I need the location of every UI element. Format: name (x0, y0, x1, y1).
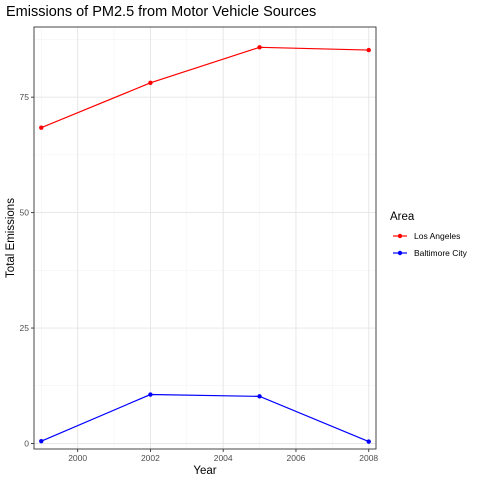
series-lines (41, 46, 369, 443)
legend-key-point (397, 250, 403, 256)
data-point (257, 45, 262, 50)
grid (34, 27, 376, 449)
data-point (366, 47, 371, 53)
y-tick-label: 25 (20, 323, 30, 333)
y-tick-label: 75 (20, 92, 30, 102)
series-line-1 (41, 393, 369, 443)
data-point (148, 80, 153, 86)
series-line-0 (41, 46, 369, 129)
data-point (257, 394, 262, 399)
x-tick-label: 2008 (359, 453, 378, 463)
data-point (39, 125, 44, 130)
legend-label: Baltimore City (414, 248, 468, 258)
chart-title: Emissions of PM2.5 from Motor Vehicle So… (6, 4, 316, 20)
legend: Area Los Angeles Baltimore City (390, 211, 468, 258)
x-tick-label: 2006 (286, 453, 305, 463)
axes: 2000 2002 2004 2006 2008 0 25 50 75 (20, 92, 379, 463)
x-tick-label: 2004 (214, 453, 233, 463)
y-tick-label: 50 (20, 208, 30, 218)
x-axis-title: Year (193, 465, 216, 477)
y-axis-title: Total Emissions (5, 198, 17, 278)
plot-panel (33, 26, 377, 450)
legend-label: Los Angeles (414, 231, 460, 241)
y-tick-label: 0 (24, 438, 29, 448)
x-tick-label: 2000 (68, 453, 87, 463)
data-point (39, 438, 44, 444)
data-point (366, 439, 371, 444)
data-point (148, 392, 153, 397)
legend-title: Area (390, 211, 415, 223)
legend-key-point (397, 233, 403, 239)
points (39, 45, 371, 444)
x-tick-label: 2002 (141, 453, 160, 463)
